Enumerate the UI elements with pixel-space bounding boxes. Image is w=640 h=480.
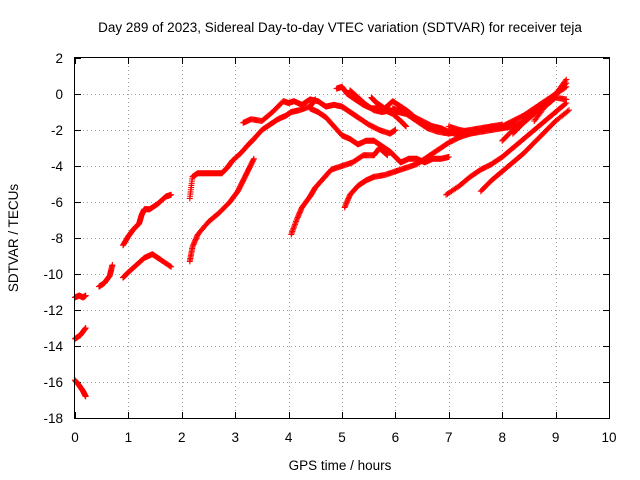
y-tick-label: -4 <box>51 159 63 174</box>
data-series <box>72 76 572 400</box>
x-tick-label: 2 <box>178 430 186 445</box>
data-point <box>563 76 570 83</box>
x-tick-label: 4 <box>285 430 293 445</box>
series-track-10 <box>288 145 391 238</box>
data-point <box>250 155 257 162</box>
x-tick-label: 5 <box>338 430 346 445</box>
x-tick-label: 3 <box>231 430 239 445</box>
data-point <box>109 262 116 268</box>
series-track-7 <box>186 155 257 265</box>
y-tick-label: -14 <box>43 339 63 354</box>
data-point <box>445 130 452 137</box>
x-axis-tick-labels: 0 1 2 3 4 5 6 7 8 9 10 <box>71 430 616 445</box>
data-point <box>168 191 175 198</box>
x-axis-label: GPS time / hours <box>289 458 392 473</box>
series-track-3 <box>72 325 89 342</box>
data-point <box>564 108 571 115</box>
y-tick-label: -8 <box>51 231 63 246</box>
plot-frame <box>74 57 610 419</box>
series-track-4 <box>96 262 116 290</box>
series-track-2 <box>72 292 89 301</box>
data-point <box>168 263 175 270</box>
chart-title: Day 289 of 2023, Sidereal Day-to-day VTE… <box>98 20 582 35</box>
y-tick-label: 0 <box>55 87 63 102</box>
y-tick-label: -12 <box>43 303 63 318</box>
y-tick-label: -16 <box>43 375 63 390</box>
x-tick-label: 7 <box>445 430 453 445</box>
y-tick-label: -10 <box>43 267 63 282</box>
series-track-13 <box>341 119 527 211</box>
data-point <box>384 152 391 159</box>
series-track-5 <box>120 251 175 281</box>
x-tick-label: 1 <box>125 430 133 445</box>
y-tick-label: 2 <box>55 51 63 66</box>
data-point <box>563 96 570 103</box>
data-point <box>562 84 569 91</box>
series-track-17 <box>443 100 570 198</box>
series-track-11 <box>306 105 452 166</box>
y-tick-label: -2 <box>51 123 63 138</box>
x-tick-label: 10 <box>601 430 616 445</box>
x-tick-label: 9 <box>552 430 560 445</box>
data-point <box>82 292 89 299</box>
data-point <box>403 123 410 130</box>
x-tick-label: 6 <box>392 430 400 445</box>
series-track-9 <box>240 96 399 137</box>
series-track-22 <box>531 94 570 124</box>
data-point <box>82 393 89 400</box>
series-track-6 <box>120 191 175 249</box>
data-point <box>392 127 399 133</box>
data-point <box>563 83 570 90</box>
y-tick-label: -18 <box>43 411 63 426</box>
data-point <box>445 154 452 160</box>
y-axis-label: SDTVAR / TECUs <box>6 184 21 293</box>
series-track-8 <box>186 96 319 202</box>
data-point <box>167 263 174 270</box>
x-tick-label: 8 <box>498 430 506 445</box>
series-track-18 <box>477 107 572 195</box>
data-point <box>82 325 89 331</box>
data-point <box>565 107 572 114</box>
series-track-16 <box>389 105 452 137</box>
data-point <box>562 78 569 85</box>
x-tick-label: 0 <box>71 430 79 445</box>
y-tick-label: -6 <box>51 195 63 210</box>
data-point <box>383 151 390 158</box>
y-axis-tick-labels: -18 -16 -14 -12 -10 -8 -6 -4 -2 0 2 <box>43 51 63 426</box>
